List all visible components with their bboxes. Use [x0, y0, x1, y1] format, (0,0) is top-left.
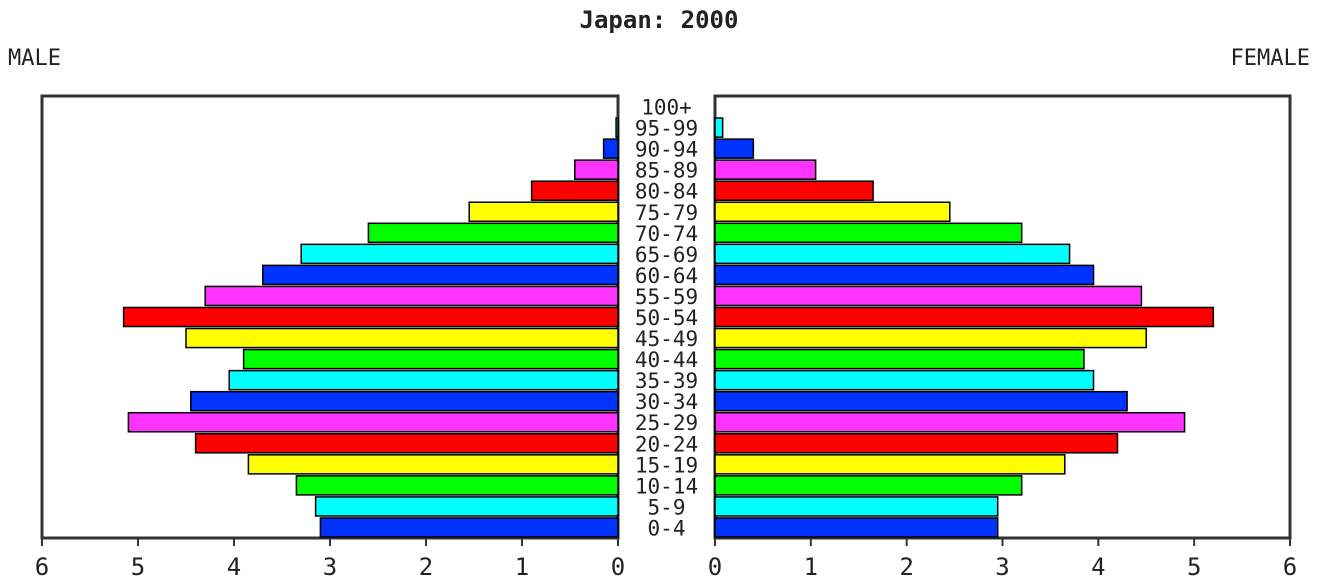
male-bar-90-94 [602, 138, 619, 159]
chart-title: Japan: 2000 [579, 6, 739, 34]
male-bar-55-59 [204, 285, 619, 307]
male-bar-80-84 [530, 180, 619, 201]
age-group-label: 90-94 [635, 138, 698, 162]
female-bar-5-9 [714, 496, 999, 517]
male-bar-35-39 [228, 369, 619, 391]
female-bar-40-44 [714, 348, 1085, 370]
age-group-label: 10-14 [635, 474, 698, 498]
age-group-label: 60-64 [635, 264, 698, 288]
male-x-tick-label: 0 [611, 553, 625, 579]
age-group-label: 100+ [641, 96, 692, 120]
male-x-tick-label: 4 [227, 553, 241, 579]
male-bar-85-89 [574, 159, 619, 180]
male-label: MALE [8, 46, 61, 71]
male-bar-65-69 [300, 243, 619, 265]
age-group-label: 15-19 [635, 453, 698, 477]
female-bar-35-39 [714, 369, 1095, 391]
female-bar-65-69 [714, 243, 1071, 265]
male-x-tick-label: 1 [515, 553, 529, 579]
female-x-tick-label: 4 [1091, 553, 1105, 579]
female-bar-55-59 [714, 285, 1143, 307]
male-bar-20-24 [194, 433, 619, 454]
female-bar-15-19 [714, 454, 1066, 475]
female-x-tick-label: 3 [995, 553, 1009, 579]
male-bar-50-54 [122, 306, 619, 328]
female-bar-30-34 [714, 390, 1128, 412]
female-x-tick-label: 0 [708, 553, 722, 579]
female-label: FEMALE [1230, 46, 1310, 71]
female-bar-85-89 [714, 159, 817, 180]
male-bar-30-34 [190, 390, 619, 412]
age-group-label: 25-29 [635, 411, 698, 435]
female-x-tick-label: 1 [804, 553, 818, 579]
male-x-tick-label: 3 [323, 553, 337, 579]
male-x-tick-label: 6 [35, 553, 49, 579]
age-group-label: 65-69 [635, 243, 698, 267]
age-group-label: 0-4 [648, 516, 686, 540]
age-group-label: 45-49 [635, 327, 698, 351]
female-bar-45-49 [714, 327, 1147, 349]
age-group-label: 35-39 [635, 369, 698, 393]
age-group-label: 70-74 [635, 222, 698, 246]
female-x-tick-label: 6 [1283, 553, 1297, 579]
age-group-label: 20-24 [635, 432, 698, 456]
female-bar-75-79 [714, 201, 951, 223]
age-group-label: 5-9 [648, 495, 686, 519]
male-bar-10-14 [295, 475, 619, 496]
female-bar-70-74 [714, 222, 1023, 244]
female-x-tick-label: 5 [1187, 553, 1201, 579]
age-group-label: 55-59 [635, 285, 698, 309]
male-bar-0-4 [319, 517, 619, 538]
female-bar-50-54 [714, 306, 1215, 328]
age-group-label: 80-84 [635, 180, 698, 204]
male-bar-25-29 [127, 411, 619, 433]
female-bar-90-94 [714, 138, 755, 159]
female-x-tick-label: 2 [899, 553, 913, 579]
male-bar-40-44 [242, 348, 619, 370]
female-bar-95-99 [714, 117, 724, 138]
age-group-label: 50-54 [635, 306, 698, 330]
age-group-label: 30-34 [635, 390, 698, 414]
female-bar-10-14 [714, 475, 1023, 496]
male-bar-60-64 [262, 264, 619, 286]
male-x-tick-label: 2 [419, 553, 433, 579]
male-bar-75-79 [468, 201, 619, 223]
age-group-label: 95-99 [635, 117, 698, 141]
male-bar-95-99 [615, 117, 619, 138]
male-bar-5-9 [314, 496, 619, 517]
male-bar-15-19 [247, 454, 619, 475]
female-bar-60-64 [714, 264, 1095, 286]
age-group-label: 75-79 [635, 201, 698, 225]
female-bar-80-84 [714, 180, 874, 201]
male-bar-70-74 [367, 222, 619, 244]
male-x-tick-label: 5 [131, 553, 145, 579]
male-bar-45-49 [185, 327, 619, 349]
female-bar-0-4 [714, 517, 999, 538]
female-bar-20-24 [714, 433, 1119, 454]
female-bar-25-29 [714, 411, 1186, 433]
age-group-label: 85-89 [635, 159, 698, 183]
age-group-label: 40-44 [635, 348, 698, 372]
